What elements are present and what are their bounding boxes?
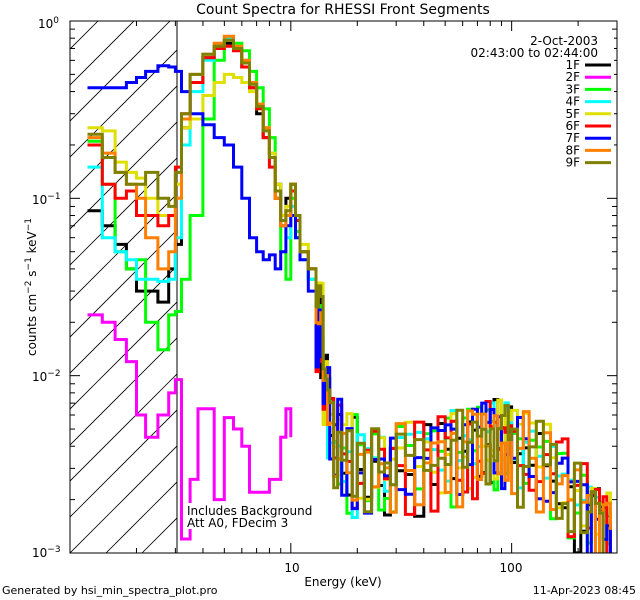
y-tick-label: 10−3	[32, 545, 61, 560]
hatch-line	[70, 21, 99, 50]
series-line-7f	[87, 64, 612, 553]
x-tick-label: 10	[284, 561, 299, 575]
series-line-2f	[87, 313, 293, 541]
hatch-line	[70, 445, 177, 553]
legend-label: 8F	[565, 143, 580, 157]
legend-label: 5F	[565, 107, 580, 121]
y-tick-label: 10−1	[32, 192, 61, 207]
annotation-background: Includes Background	[187, 504, 312, 518]
series-line-9f	[87, 38, 609, 553]
legend-label: 7F	[565, 131, 580, 145]
footer-generated-by: Generated by hsi_min_spectra_plot.pro	[2, 584, 218, 597]
hatch-line	[70, 49, 177, 158]
legend-label: 9F	[565, 156, 580, 170]
legend-label: 6F	[565, 119, 580, 133]
hatch-line	[70, 193, 177, 302]
chart-title: Count Spectra for RHESSI Front Segments	[196, 2, 490, 18]
hatch-line	[70, 157, 177, 266]
plot-frame	[69, 20, 618, 554]
annotations: Includes Background Att A0, FDecim 3	[184, 503, 312, 530]
hatch-line	[70, 21, 135, 86]
axis-ticks	[69, 20, 618, 554]
legend-label: 2F	[565, 70, 580, 84]
y-tick-label: 100	[38, 16, 59, 31]
x-axis-label: Energy (keV)	[304, 575, 381, 589]
legend-label: 4F	[565, 95, 580, 109]
y-tick-label: 10−2	[32, 369, 61, 384]
hatch-line	[70, 409, 177, 518]
y-axis-label: counts cm−2 s−1 keV−1	[24, 218, 39, 356]
legend-date: 2-Oct-2003	[530, 34, 598, 48]
hatch-line	[70, 121, 177, 230]
legend-label: 1F	[565, 58, 580, 72]
hatch-line	[70, 21, 171, 122]
legend: 2-Oct-2003 02:43:00 to 02:44:00 1F2F3F4F…	[468, 32, 614, 170]
hatch-line	[70, 265, 177, 374]
hatched-region	[0, 13, 177, 553]
x-tick-label: 100	[500, 561, 523, 575]
hatch-line	[0, 13, 70, 553]
y-tick-labels: 100 10−1 10−2 10−3	[32, 16, 61, 560]
series-layer	[87, 34, 612, 553]
hatch-line	[70, 373, 177, 482]
legend-time-range: 02:43:00 to 02:44:00	[471, 46, 598, 60]
hatch-line	[70, 85, 177, 194]
legend-label: 3F	[565, 82, 580, 96]
hatch-line	[70, 229, 177, 338]
annotation-attenuator: Att A0, FDecim 3	[187, 516, 288, 530]
footer-timestamp: 11-Apr-2023 08:45	[533, 584, 636, 597]
